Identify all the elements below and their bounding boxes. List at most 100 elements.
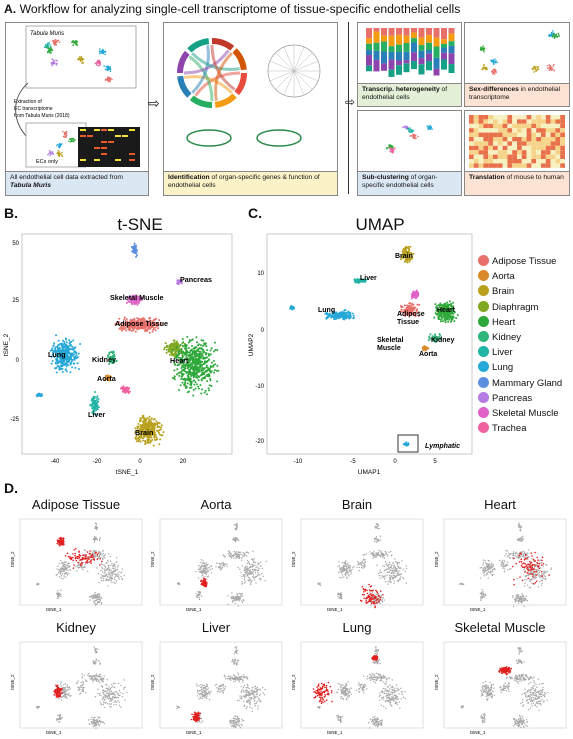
legend-item: Diaphragm: [478, 300, 539, 313]
thumb-bar: [426, 42, 432, 50]
background-cells: [94, 522, 99, 531]
thumb-bar: [411, 52, 417, 61]
thumb-bar: [418, 45, 425, 51]
box3-caption: Transcrip. heterogeneity of endothelial …: [358, 83, 461, 106]
heat-cell: [478, 123, 484, 129]
background-cells: [222, 550, 254, 561]
chord-arc: [214, 93, 237, 108]
heat-cell: [493, 123, 498, 129]
heat-cell: [517, 141, 522, 146]
thumb-bar: [396, 28, 402, 35]
legend-swatch: [478, 285, 489, 297]
legend-swatch: [478, 407, 489, 418]
tissue-title: Skeletal Muscle: [454, 620, 546, 635]
panel-c-letter: C.: [248, 205, 262, 221]
background-cells: [231, 658, 240, 666]
background-cells: [517, 646, 523, 655]
heat-cell: [512, 137, 517, 142]
heat-cell: [526, 128, 532, 133]
tissue-title: Aorta: [200, 497, 232, 512]
heat-cell: [478, 141, 484, 146]
heat-cell: [512, 150, 517, 155]
chord-arc: [187, 38, 210, 53]
heat-cell: [550, 123, 556, 129]
background-cells: [355, 682, 368, 694]
tm-cluster: [50, 58, 58, 67]
thumb-bar: [388, 35, 395, 47]
heat-cell: [473, 115, 479, 120]
tm-cluster: [71, 39, 79, 47]
background-cells: [55, 713, 63, 723]
heat-cell: [545, 119, 551, 124]
heat-cell: [541, 132, 546, 137]
thumb-bar: [396, 65, 402, 75]
heat-cell: [473, 132, 479, 137]
tsne-ylabel: tSNE_2: [3, 333, 10, 356]
cluster-legend: Adipose Tissue Aorta Brain Diaphragm Heart Ki…: [478, 255, 573, 445]
heat-cell: [502, 128, 508, 133]
heat-cell: [507, 150, 513, 155]
heat-cell: [517, 150, 522, 155]
heat-cell: [497, 150, 503, 155]
heat-cell: [531, 128, 537, 133]
tsne-xtick: -20: [93, 459, 102, 465]
heat-cell: [536, 115, 541, 120]
heat-cell: [517, 154, 522, 159]
thumb-bar: [448, 45, 455, 54]
tsne-cluster-label: Lung: [48, 350, 66, 359]
ec-cluster: [47, 149, 55, 157]
mini-xlabel: tSNE_1: [327, 607, 343, 612]
heat-cell: [560, 145, 565, 151]
legend-label: Lung: [492, 362, 514, 374]
tsne-xtick: -40: [51, 459, 60, 465]
sex-cluster: [481, 64, 488, 71]
legend-item: Liver: [478, 346, 513, 358]
heat-cell: [483, 123, 489, 129]
box1-caption: All endothelial cell data extracted from…: [6, 171, 148, 195]
thumb-bar: [381, 51, 387, 64]
sub-cluster: [409, 133, 419, 140]
heat-cell: [478, 145, 484, 151]
heat-cell: [469, 137, 474, 142]
heat-cell: [521, 128, 527, 133]
legend-label: Pancreas: [492, 392, 533, 404]
heat-cell: [536, 163, 541, 168]
legend-item: Aorta: [478, 270, 515, 282]
heat-cell: [545, 150, 551, 155]
heat-cell: [526, 115, 532, 120]
heat-cell: [497, 159, 503, 164]
heat-cell: [507, 128, 513, 133]
chord-arc: [189, 95, 213, 108]
umap-ytick: -20: [255, 439, 264, 445]
thumb-bar: [426, 61, 432, 71]
tm-cluster: [43, 41, 52, 50]
thumb-bar: [403, 63, 410, 73]
legend-label: Diaphragm: [492, 301, 539, 313]
heat-cell: [521, 145, 527, 151]
background-cells: [480, 712, 486, 724]
heat-cell: [483, 141, 489, 146]
legend-label: Mammary Gland: [492, 377, 563, 389]
box-translation: Translation of mouse to human: [464, 110, 570, 196]
umap-xtick: 0: [393, 459, 397, 465]
box4-caption: Sex-differences in endothelial transcrip…: [465, 83, 569, 106]
background-cells: [512, 714, 529, 729]
background-cells: [376, 557, 408, 585]
heat-cell: [493, 115, 498, 120]
heat-cell: [521, 163, 527, 168]
thumb-bar: [441, 28, 447, 40]
heat-cell: [531, 150, 537, 155]
thumb-bar: [433, 57, 440, 69]
thumb-bar: [418, 50, 425, 59]
heat-cell: [545, 128, 551, 133]
tm-cluster: [103, 65, 112, 72]
thumb-bar: [448, 28, 455, 34]
highlight-cells: [511, 551, 550, 586]
tissue-tsne-plot: tSNE_1 tSNE_2: [150, 518, 283, 612]
tissue-title: Kidney: [56, 620, 96, 635]
heat-cell: [560, 123, 565, 129]
umap-cluster-label: Heart: [437, 307, 456, 314]
heat-cell: [478, 159, 484, 164]
umap-cluster-label: Kidney: [431, 337, 454, 344]
background-cells: [96, 557, 126, 587]
